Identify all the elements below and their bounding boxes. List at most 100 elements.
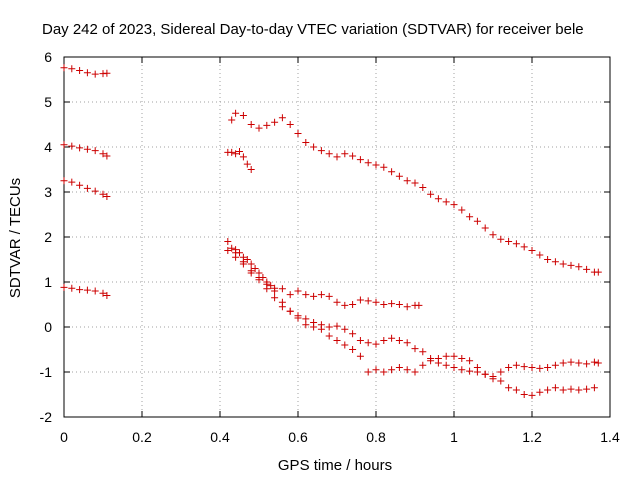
data-point [388, 366, 396, 374]
x-tick-label: 0.8 [366, 429, 386, 445]
data-point [278, 285, 286, 293]
data-point [232, 150, 240, 158]
x-tick-label: 0.2 [132, 429, 152, 445]
data-point [356, 337, 364, 344]
y-tick-label: 5 [44, 94, 52, 110]
data-point [380, 368, 388, 376]
data-point [333, 298, 341, 306]
data-point [419, 348, 427, 356]
data-point [512, 240, 520, 248]
data-point [427, 357, 435, 365]
data-point [583, 265, 591, 273]
data-point [317, 147, 325, 155]
data-point [317, 325, 325, 333]
data-point [411, 179, 419, 187]
data-point [567, 385, 575, 393]
data-point [103, 292, 111, 299]
data-point [224, 247, 232, 254]
data-point [450, 352, 458, 360]
data-point [590, 384, 598, 392]
data-point [380, 301, 388, 308]
data-point [575, 263, 583, 271]
data-point [349, 152, 357, 160]
data-point [228, 148, 236, 156]
data-point [263, 280, 271, 288]
data-point [583, 360, 591, 368]
data-point [505, 238, 513, 245]
y-tick-label: 1 [44, 274, 52, 290]
data-point [458, 355, 466, 362]
data-point [450, 364, 458, 371]
data-point [395, 337, 403, 344]
data-points [60, 64, 602, 399]
data-point [247, 260, 255, 268]
data-point [466, 213, 474, 221]
data-point [325, 332, 333, 340]
data-point [271, 294, 279, 302]
data-point [302, 291, 310, 299]
data-point [103, 193, 111, 200]
series-s8 [224, 247, 598, 399]
data-point [458, 206, 466, 214]
data-point [388, 334, 396, 342]
data-point [481, 224, 489, 232]
data-point [243, 160, 251, 168]
data-point [83, 69, 91, 77]
series-s2 [60, 141, 111, 160]
data-point [302, 315, 310, 323]
data-point [403, 366, 411, 374]
data-point [228, 116, 236, 124]
x-tick-label: 1.2 [522, 429, 542, 445]
data-point [594, 268, 602, 276]
data-point [60, 141, 68, 149]
data-point [551, 361, 559, 369]
data-point [544, 386, 552, 394]
y-tick-label: 0 [44, 319, 52, 335]
data-point [388, 300, 396, 308]
data-point [325, 150, 333, 158]
data-point [247, 166, 255, 173]
data-point [473, 364, 481, 371]
y-tick-label: 2 [44, 229, 52, 245]
data-point [76, 67, 84, 74]
y-tick-label: 3 [44, 184, 52, 200]
data-point [512, 386, 520, 394]
data-point [356, 156, 364, 164]
data-point [372, 298, 380, 306]
data-point [294, 314, 302, 322]
series-s6 [224, 148, 255, 173]
x-tick-label: 1 [450, 429, 458, 445]
data-point [341, 301, 349, 309]
data-point [91, 70, 99, 78]
data-point [68, 178, 76, 186]
data-point [83, 286, 91, 294]
data-point [590, 358, 598, 366]
data-point [286, 121, 294, 128]
data-point [68, 142, 76, 150]
data-point [239, 153, 247, 161]
data-point [489, 375, 497, 383]
data-point [395, 301, 403, 308]
data-point [310, 292, 318, 300]
data-point [333, 337, 341, 344]
x-tick-label: 1.4 [600, 429, 620, 445]
data-point [267, 282, 275, 290]
data-point [333, 322, 341, 330]
data-point [103, 69, 111, 77]
data-point [239, 112, 247, 119]
data-point [380, 337, 388, 344]
data-point [434, 355, 442, 362]
data-point [372, 340, 380, 348]
y-axis-label: SDTVAR / TECUs [7, 178, 24, 298]
data-point [286, 291, 294, 299]
grid [64, 57, 610, 417]
data-point [403, 339, 411, 347]
data-point [364, 297, 372, 305]
data-point [310, 143, 318, 151]
data-point [251, 265, 259, 272]
data-point [536, 251, 544, 259]
data-point [310, 323, 318, 331]
data-point [497, 235, 505, 243]
data-point [76, 286, 84, 294]
